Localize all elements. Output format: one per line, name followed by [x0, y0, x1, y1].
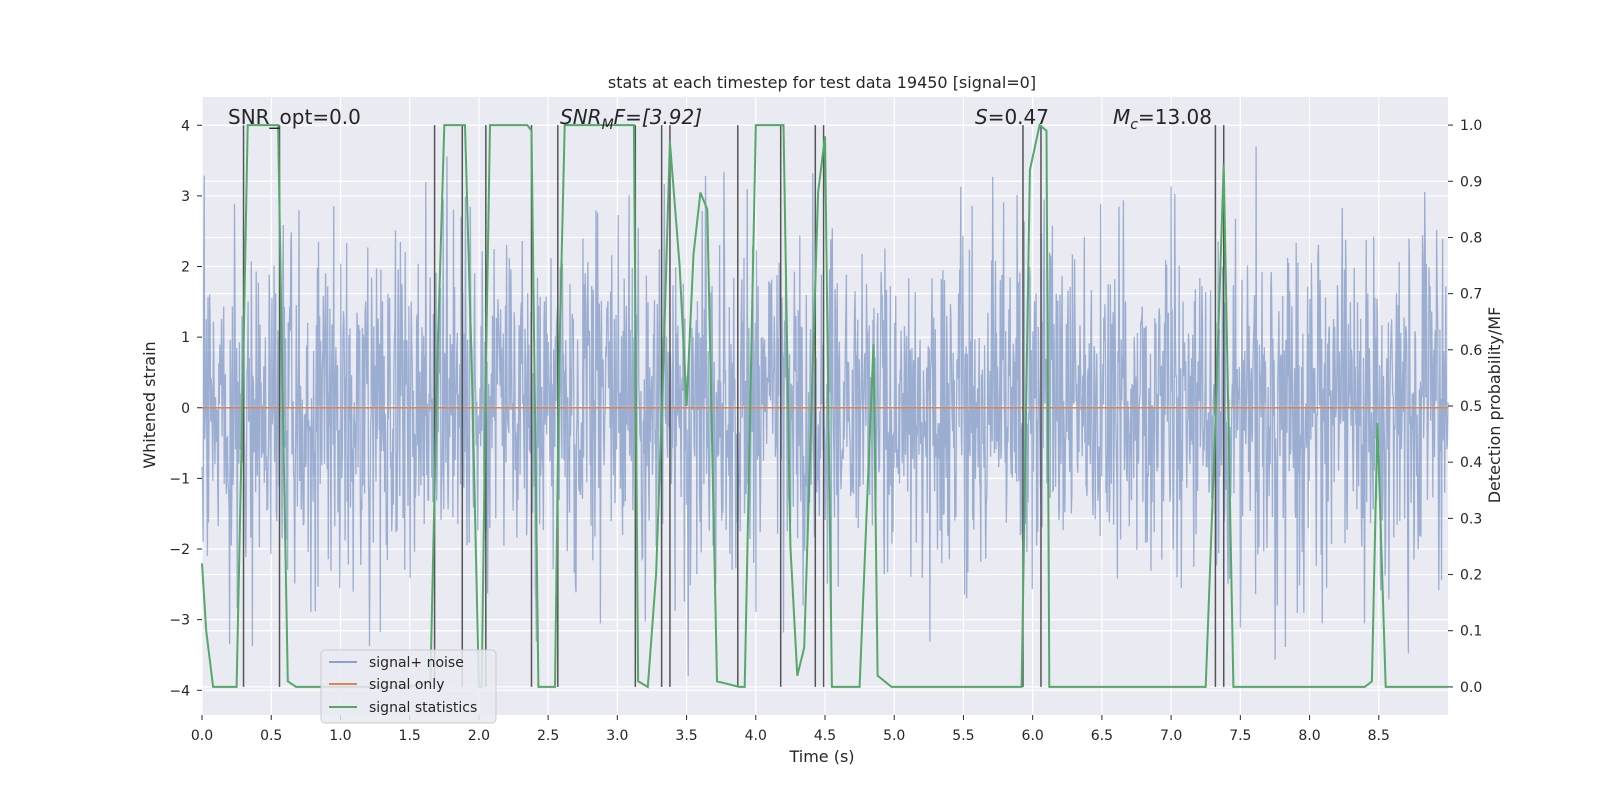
x-tick-label: 4.5: [814, 728, 836, 744]
x-tick-label: 4.0: [745, 728, 767, 744]
x-axis-label: Time (s): [788, 747, 854, 766]
y-right-axis-label: Detection probability/MF: [1485, 307, 1504, 504]
x-tick-label: 1.0: [329, 728, 351, 744]
y-right-tick-label: 0.8: [1460, 230, 1482, 246]
annotation-s-main: S: [975, 105, 988, 129]
y-tick-label: 0: [181, 401, 190, 417]
annotation-mc: Mc=13.08: [1113, 105, 1212, 133]
chart-title: stats at each timestep for test data 194…: [608, 73, 1036, 92]
x-tick-label: 7.0: [1160, 728, 1182, 744]
x-tick-label: 0.0: [191, 728, 213, 744]
x-tick-label: 5.0: [883, 728, 905, 744]
x-tick-label: 2.0: [468, 728, 490, 744]
x-tick-label: 3.0: [606, 728, 628, 744]
y-tick-label: 1: [181, 330, 190, 346]
annotation-mc-main: M: [1113, 105, 1130, 129]
annotation-mc-rest: =13.08: [1138, 105, 1212, 129]
annotation-snr-mf: SNRMF=[3.92]: [560, 105, 702, 133]
x-tick-label: 1.5: [399, 728, 421, 744]
x-tick-label: 0.5: [260, 728, 282, 744]
x-axis-ticks: 0.0 0.5 1.0 1.5 2.0 2.5 3.0 3.5 4.0 4.5 5.0 5.5 6.0 6…: [191, 715, 1390, 744]
legend-label-signal-statistics: signal statistics: [369, 700, 477, 716]
y-right-tick-label: 0.6: [1460, 343, 1482, 359]
y-right-tick-label: 0.5: [1460, 399, 1482, 415]
x-tick-label: 8.0: [1298, 728, 1320, 744]
y-right-tick-label: 0.3: [1460, 511, 1482, 527]
annotation-snr-opt: SNR_opt=0.0: [228, 105, 361, 129]
x-tick-label: 2.5: [537, 728, 559, 744]
x-tick-label: 8.5: [1368, 728, 1390, 744]
y-tick-label: −2: [169, 542, 190, 558]
legend: signal+ noise signal only signal statist…: [320, 649, 497, 724]
y-right-tick-label: 0.4: [1460, 455, 1482, 471]
x-tick-label: 5.5: [952, 728, 974, 744]
y-tick-label: −4: [169, 683, 190, 699]
legend-box: [320, 649, 497, 724]
annotation-snr-mf-sub: M: [602, 117, 614, 133]
legend-label-signal-only: signal only: [369, 677, 444, 693]
y-axis-ticks: 4 3 2 1 0 −1 −2 −3 −4: [169, 118, 202, 699]
annotation-mc-sub: c: [1130, 117, 1138, 133]
annotation-snr-mf-main: SNR: [560, 105, 602, 129]
noise-trace: [201, 146, 1449, 677]
y-right-tick-label: 0.1: [1460, 624, 1482, 640]
y-right-tick-label: 0.0: [1460, 680, 1482, 696]
annotation-snr-mf-rest: F=[3.92]: [614, 105, 702, 129]
y-axis-label: Whitened strain: [140, 341, 159, 468]
y-tick-label: 4: [181, 118, 190, 134]
annotation-s-rest: =0.47: [988, 105, 1049, 129]
y-right-tick-label: 0.7: [1460, 287, 1482, 303]
y-right-tick-label: 1.0: [1460, 118, 1482, 134]
y-right-axis-ticks: 1.0 0.9 0.8 0.7 0.6 0.5 0.4 0.3 0.2 0.1 0.0: [1448, 118, 1482, 696]
x-tick-label: 7.5: [1229, 728, 1251, 744]
annotation-s: S=0.47: [975, 105, 1049, 129]
y-tick-label: −3: [169, 613, 190, 629]
x-tick-label: 6.0: [1022, 728, 1044, 744]
y-right-tick-label: 0.9: [1460, 174, 1482, 190]
x-tick-label: 6.5: [1091, 728, 1113, 744]
y-right-tick-label: 0.2: [1460, 568, 1482, 584]
y-tick-label: 3: [181, 189, 190, 205]
y-tick-label: −1: [169, 471, 190, 487]
legend-label-signal-noise: signal+ noise: [369, 655, 464, 671]
series-signal-noise: [201, 146, 1449, 677]
x-tick-label: 3.5: [675, 728, 697, 744]
y-tick-label: 2: [181, 260, 190, 276]
